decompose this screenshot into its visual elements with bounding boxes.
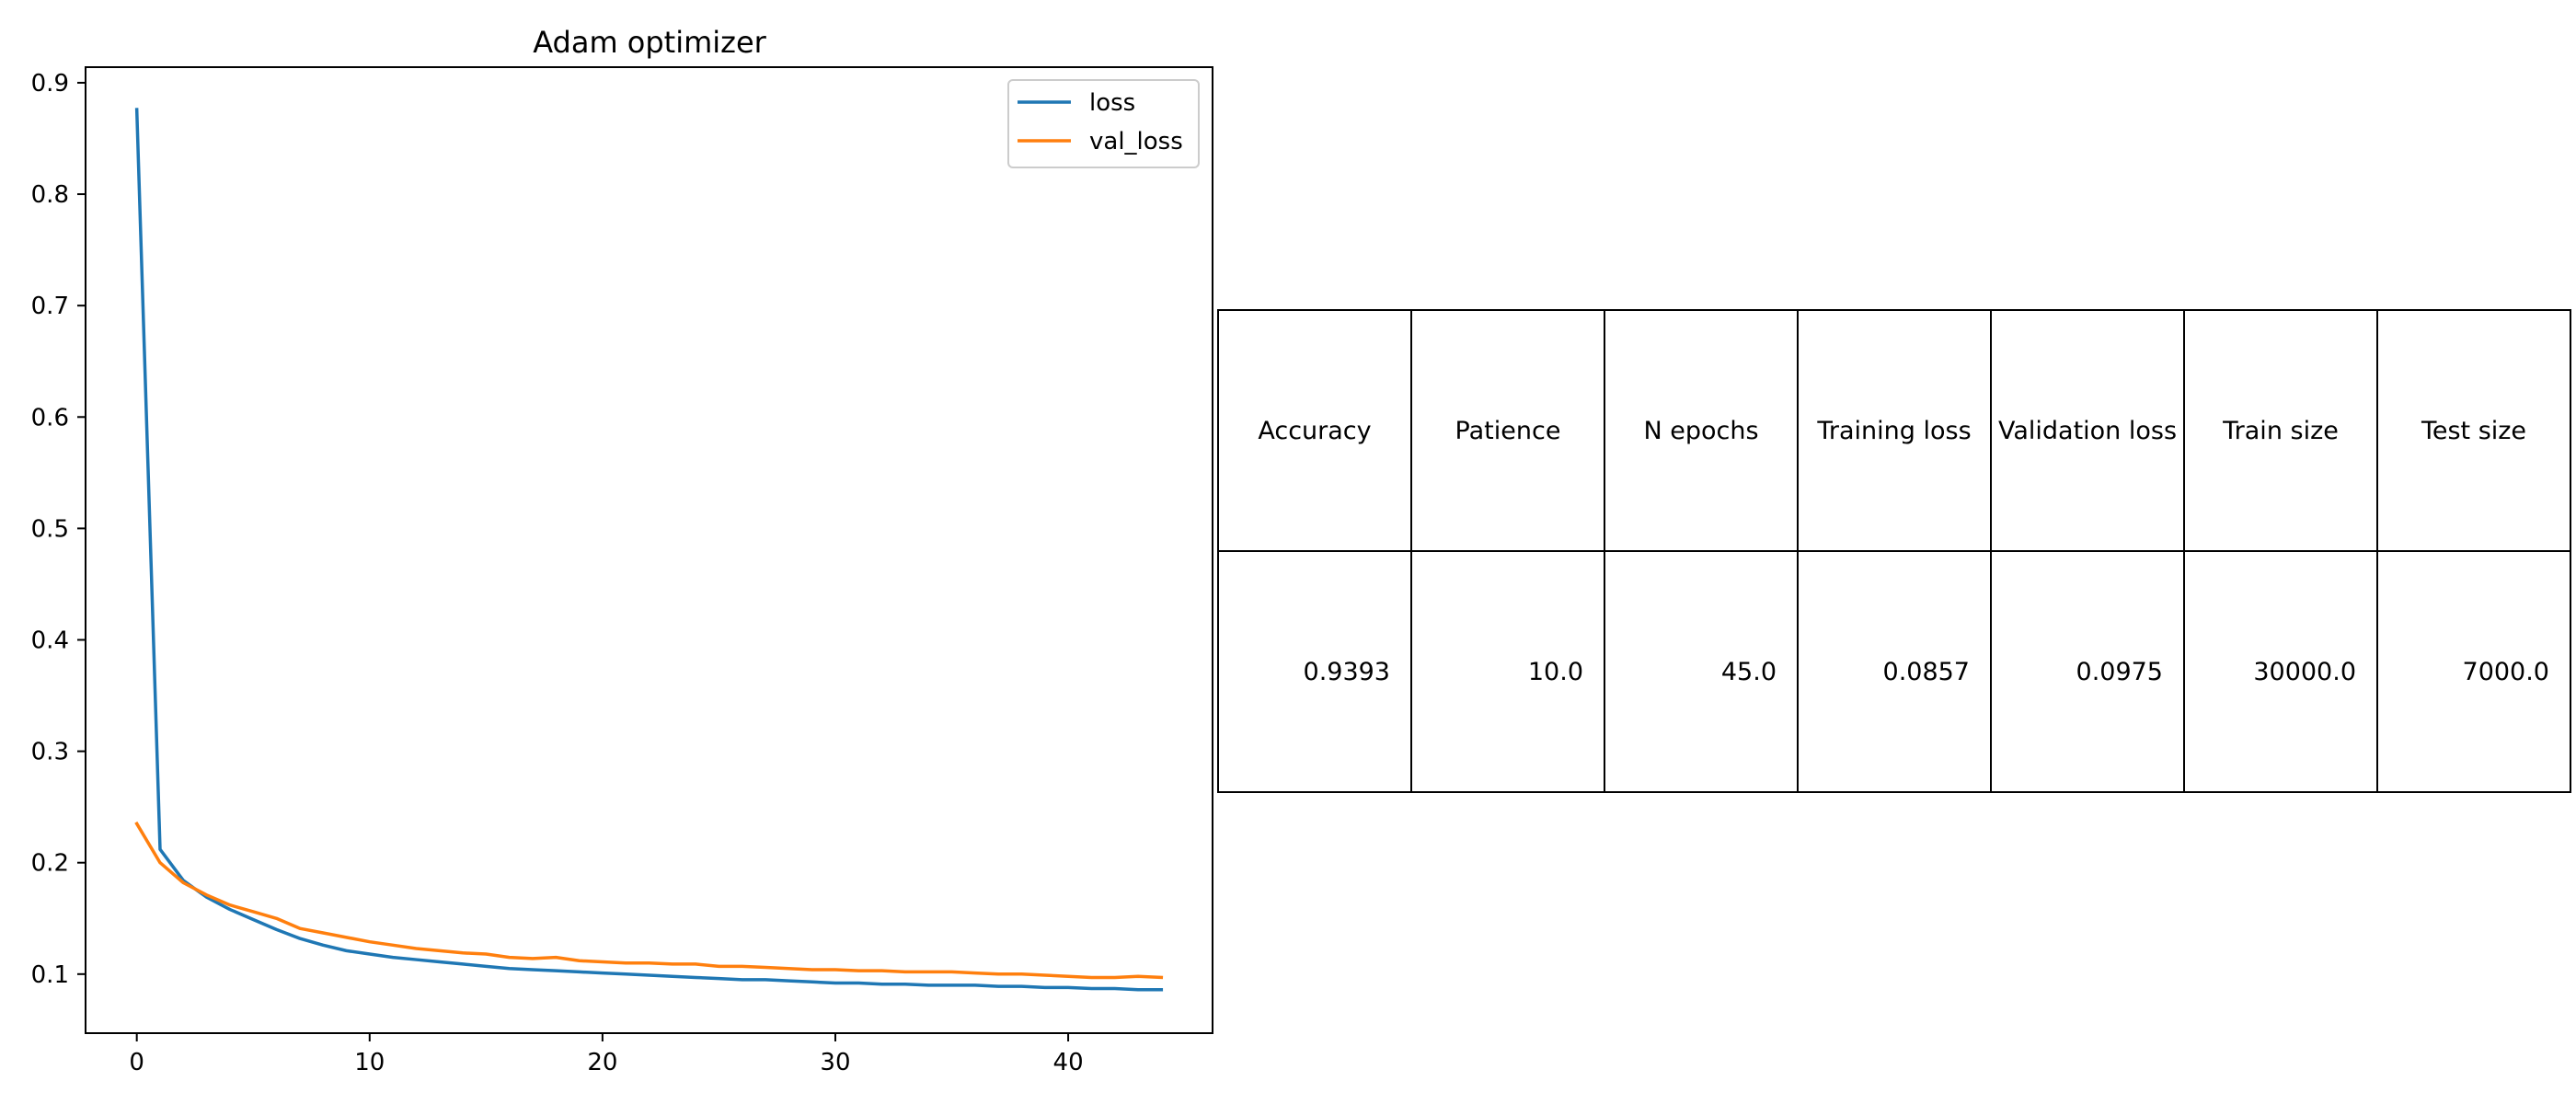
plot-area-frame: [85, 66, 1213, 1034]
header-training-loss: Training loss: [1797, 309, 1992, 552]
header-accuracy: Accuracy: [1217, 309, 1412, 552]
table-header-row: Accuracy Patience N epochs Training loss…: [1217, 309, 2571, 552]
cell-train-size: 30000.0: [2183, 550, 2378, 793]
header-test-size: Test size: [2376, 309, 2571, 552]
y-tick-label: 0.2: [31, 850, 69, 878]
series-line-loss: [134, 108, 1164, 992]
y-tick-label: 0.9: [31, 70, 69, 98]
cell-n-epochs: 45.0: [1604, 550, 1799, 793]
y-tick-label: 0.6: [31, 404, 69, 431]
results-table: Accuracy Patience N epochs Training loss…: [1217, 309, 2571, 793]
chart-title: Adam optimizer: [533, 25, 766, 60]
y-tick-label: 0.1: [31, 961, 69, 989]
y-tick-label: 0.7: [31, 293, 69, 320]
y-tick-label: 0.8: [31, 181, 69, 209]
legend-label-val-loss: val_loss: [1089, 128, 1183, 155]
header-n-epochs: N epochs: [1604, 309, 1799, 552]
x-tick-label: 20: [587, 1049, 617, 1076]
x-tick-label: 30: [820, 1049, 850, 1076]
x-tick-label: 40: [1053, 1049, 1084, 1076]
cell-validation-loss: 0.0975: [1990, 550, 2185, 793]
legend: loss val_loss: [1007, 79, 1200, 168]
y-tick-label: 0.4: [31, 627, 69, 654]
table-row: 0.9393 10.0 45.0 0.0857 0.0975 30000.0 7…: [1217, 550, 2571, 793]
x-tick-label: 10: [354, 1049, 385, 1076]
y-tick-label: 0.5: [31, 515, 69, 543]
x-tick-label: 0: [129, 1049, 144, 1076]
header-train-size: Train size: [2183, 309, 2378, 552]
cell-test-size: 7000.0: [2376, 550, 2571, 793]
header-validation-loss: Validation loss: [1990, 309, 2185, 552]
series-line-val-loss: [134, 821, 1164, 980]
header-patience: Patience: [1410, 309, 1605, 552]
cell-accuracy: 0.9393: [1217, 550, 1412, 793]
legend-label-loss: loss: [1089, 89, 1135, 117]
y-tick-label: 0.3: [31, 739, 69, 766]
cell-patience: 10.0: [1410, 550, 1605, 793]
cell-training-loss: 0.0857: [1797, 550, 1992, 793]
